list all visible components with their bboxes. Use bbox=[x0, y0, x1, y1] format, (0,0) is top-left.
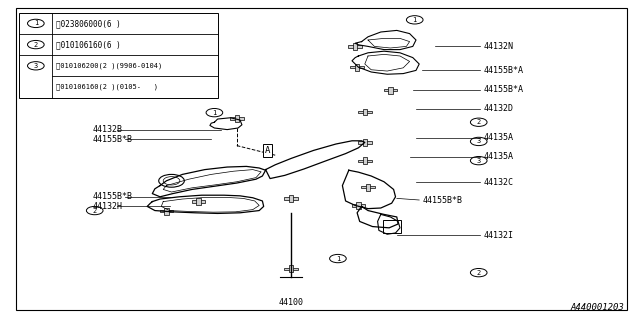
Bar bbox=[235, 115, 239, 122]
Bar bbox=[285, 268, 298, 270]
Text: 44132H: 44132H bbox=[93, 202, 123, 211]
Bar bbox=[160, 210, 173, 212]
Bar bbox=[19, 13, 218, 98]
Bar bbox=[285, 197, 298, 200]
Bar bbox=[349, 45, 362, 48]
Bar bbox=[358, 141, 371, 143]
Text: 3: 3 bbox=[34, 63, 38, 69]
Text: 44135A: 44135A bbox=[483, 133, 513, 142]
Bar bbox=[289, 195, 294, 202]
Bar bbox=[196, 198, 201, 205]
Text: Ⓑ010106200(2 )(9906-0104): Ⓑ010106200(2 )(9906-0104) bbox=[56, 62, 163, 69]
Text: 3: 3 bbox=[477, 139, 481, 144]
Text: 44100: 44100 bbox=[278, 298, 304, 307]
Bar bbox=[358, 160, 371, 162]
Text: Ⓑ010106160(6 ): Ⓑ010106160(6 ) bbox=[56, 40, 121, 49]
Text: Ⓑ010106160(2 )(0105-   ): Ⓑ010106160(2 )(0105- ) bbox=[56, 84, 158, 90]
Bar bbox=[361, 186, 375, 188]
Bar bbox=[362, 139, 367, 146]
Bar bbox=[352, 204, 365, 207]
Text: 44155B*A: 44155B*A bbox=[483, 85, 524, 94]
Text: 44132B: 44132B bbox=[93, 125, 123, 134]
Text: 44132D: 44132D bbox=[483, 104, 513, 113]
Text: 2: 2 bbox=[477, 270, 481, 276]
Text: 44155B*B: 44155B*B bbox=[93, 192, 133, 201]
Bar bbox=[362, 109, 367, 116]
Bar bbox=[351, 66, 364, 68]
Bar bbox=[356, 202, 361, 209]
Bar bbox=[289, 266, 294, 272]
Text: 2: 2 bbox=[34, 42, 38, 48]
Bar bbox=[384, 89, 397, 92]
Bar bbox=[353, 43, 358, 50]
Text: 1: 1 bbox=[413, 17, 417, 23]
Text: 44135A: 44135A bbox=[483, 152, 513, 161]
Text: 2: 2 bbox=[93, 208, 97, 213]
Text: 44155B*B: 44155B*B bbox=[422, 196, 463, 204]
Text: 44132I: 44132I bbox=[483, 231, 513, 240]
Text: 2: 2 bbox=[477, 119, 481, 125]
Text: ⓝ023806000(6 ): ⓝ023806000(6 ) bbox=[56, 19, 121, 28]
Text: 1: 1 bbox=[336, 256, 340, 261]
Text: 44132N: 44132N bbox=[483, 42, 513, 51]
Bar bbox=[366, 184, 370, 191]
Bar bbox=[383, 220, 401, 233]
Bar bbox=[358, 111, 371, 113]
Bar bbox=[362, 157, 367, 164]
Text: 44155B*A: 44155B*A bbox=[483, 66, 524, 75]
Text: 3: 3 bbox=[477, 158, 481, 164]
Bar bbox=[388, 87, 393, 93]
Bar bbox=[230, 117, 243, 119]
Text: 44155B*B: 44155B*B bbox=[93, 135, 133, 144]
Bar bbox=[355, 64, 360, 71]
Text: 1: 1 bbox=[34, 20, 38, 27]
Bar bbox=[164, 208, 169, 215]
Text: 44132C: 44132C bbox=[483, 178, 513, 187]
Bar bbox=[192, 200, 205, 203]
Text: A: A bbox=[265, 146, 270, 155]
Text: 1: 1 bbox=[212, 110, 216, 116]
Text: A440001203: A440001203 bbox=[570, 303, 624, 312]
